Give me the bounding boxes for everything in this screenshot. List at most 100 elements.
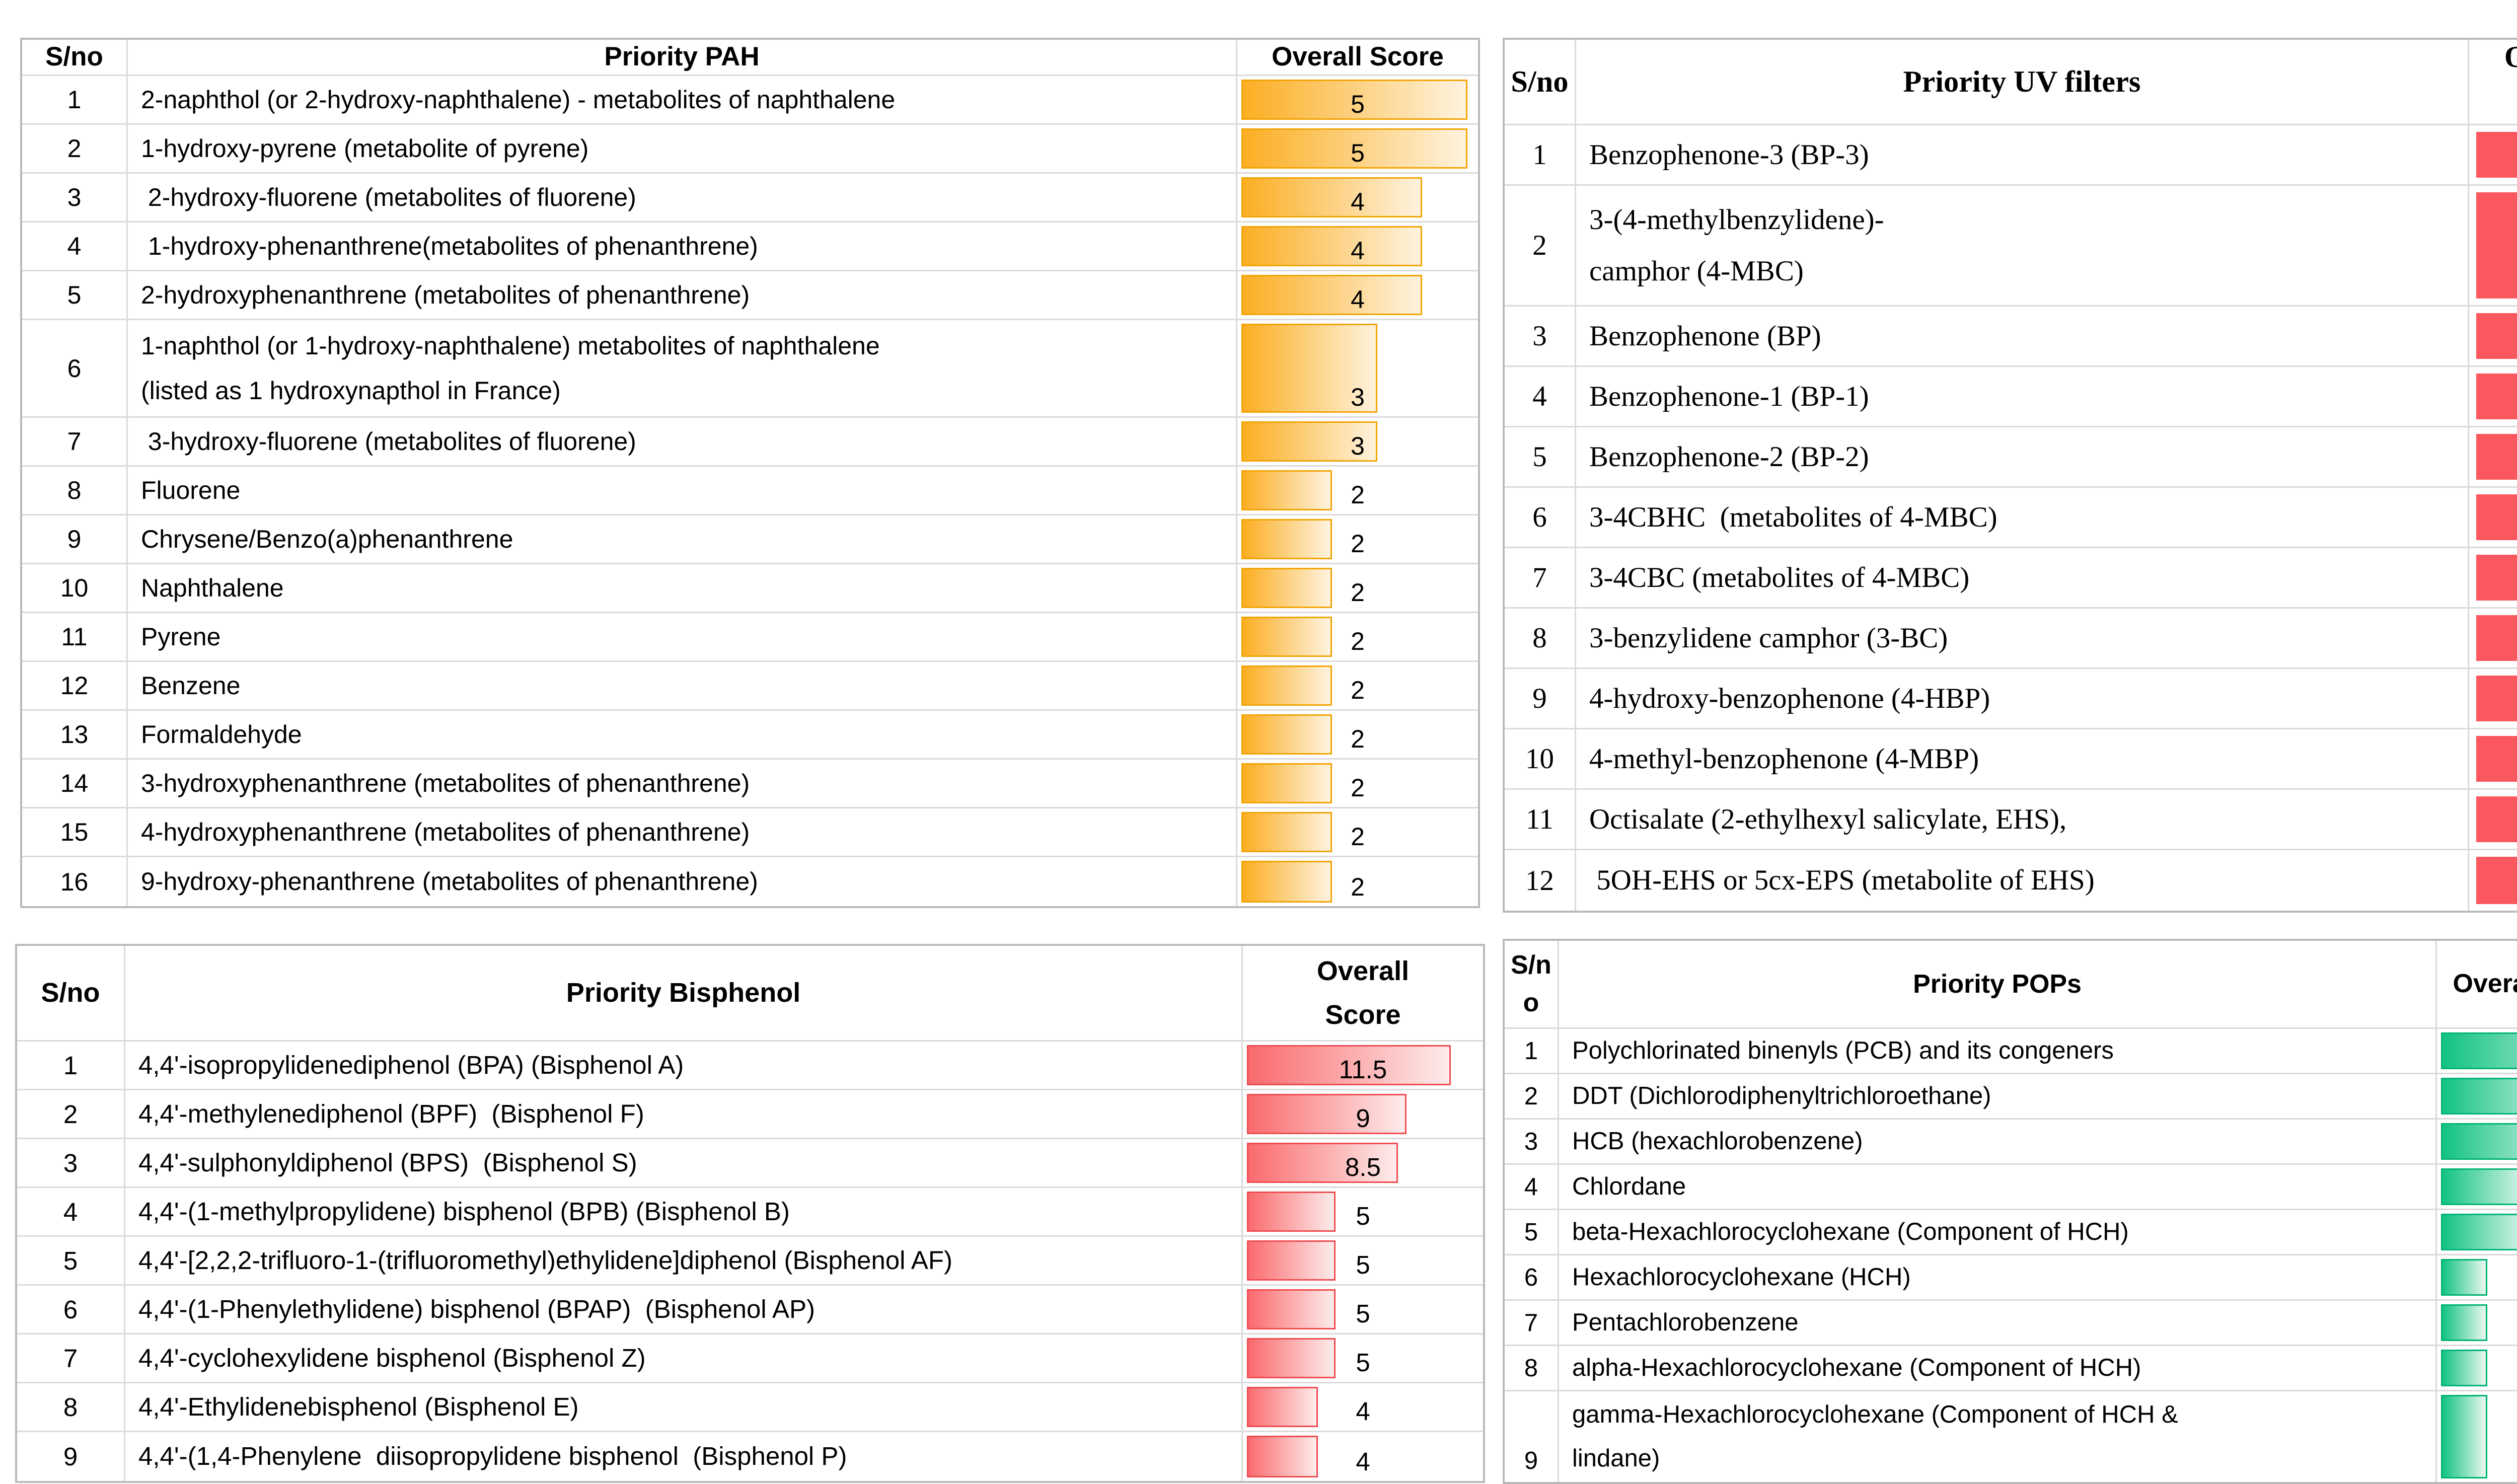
- row-serial-number: 11: [22, 613, 128, 660]
- score-bar: [2476, 313, 2517, 359]
- score-bar: [1241, 617, 1332, 657]
- substance-name: 4,4'-(1-Phenylethylidene) bisphenol (BPA…: [125, 1286, 1243, 1333]
- table-row: 16 9-hydroxy-phenanthrene (metabolites of…: [22, 857, 1478, 906]
- row-serial-number: 3: [1505, 1120, 1559, 1163]
- score-cell: 9: [1243, 1090, 1483, 1138]
- table-row: 1 Polychlorinated binenyls (PCB) and its …: [1505, 1029, 2517, 1074]
- score-cell: 4: [2437, 1029, 2517, 1073]
- score-value: 3: [2437, 1131, 2517, 1159]
- table-row: 12 5OH-EHS or 5cx-EPS (metabolite of EHS…: [1505, 850, 2517, 911]
- score-value: 1: [2469, 566, 2517, 599]
- score-bar: [2441, 1078, 2517, 1115]
- score-cell: 5: [1243, 1334, 1483, 1382]
- score-value: 1: [2437, 1312, 2517, 1340]
- score-bar: [2476, 676, 2517, 721]
- score-bar: [2476, 615, 2517, 661]
- table-row: 3 4,4'-sulphonyldiphenol (BPS) (Bisphenol…: [17, 1139, 1483, 1188]
- score-bar: [1247, 1143, 1398, 1183]
- row-serial-number: 3: [1505, 307, 1576, 365]
- substance-name: Hexachlorocyclohexane (HCH): [1559, 1255, 2437, 1299]
- score-cell: 1: [2469, 427, 2517, 486]
- score-value: 1: [2437, 1357, 2517, 1385]
- score-value: 4: [1351, 188, 1365, 216]
- row-serial-number: 7: [1505, 1301, 1559, 1345]
- score-value: 1: [2469, 506, 2517, 539]
- substance-name: 4-hydroxy-benzophenone (4-HBP): [1576, 669, 2469, 728]
- score-cell: 3: [2437, 1120, 2517, 1163]
- score-value: 1: [2469, 446, 2517, 478]
- substance-name: 4-methyl-benzophenone (4-MBP): [1576, 729, 2469, 788]
- score-cell: 5: [1243, 1286, 1483, 1333]
- substance-name: Chlordane: [1559, 1165, 2437, 1209]
- table-row: 63-4CBHC (metabolites of 4-MBC)1: [1505, 488, 2517, 548]
- score-bar: [1247, 1192, 1336, 1232]
- priority-pah-table: S/no Priority PAH Overall Score 1 2-naphthol…: [20, 38, 1480, 908]
- substance-name: 4,4'-cyclohexylidene bisphenol (Bispheno…: [125, 1334, 1243, 1382]
- score-value: 2: [1351, 774, 1365, 802]
- score-value: 4: [1356, 1447, 1370, 1476]
- row-serial-number: 9: [1505, 669, 1576, 728]
- table-row: 6 4,4'-(1-Phenylethylidene) bisphenol (BP…: [17, 1286, 1483, 1334]
- row-serial-number: 1: [1505, 1029, 1559, 1073]
- score-bar: [2476, 132, 2517, 178]
- substance-name: 1-hydroxy-pyrene (metabolite of pyrene): [128, 125, 1237, 172]
- score-cell: 4: [1243, 1383, 1483, 1431]
- score-cell: 1: [2469, 850, 2517, 911]
- score-cell: 2: [1237, 662, 1478, 709]
- substance-name: Polychlorinated binenyls (PCB) and its c…: [1559, 1029, 2437, 1073]
- score-cell: 5: [1243, 1237, 1483, 1284]
- score-value: 2.5: [2469, 143, 2517, 176]
- score-value: 8.5: [1345, 1153, 1381, 1181]
- table-row: 10 Naphthalene 2: [22, 564, 1478, 613]
- score-cell: 2: [2437, 1210, 2517, 1254]
- row-serial-number: 8: [22, 467, 128, 514]
- score-bar: [1247, 1094, 1407, 1134]
- column-header-title: Priority Bisphenol: [125, 946, 1243, 1040]
- substance-name: Benzophenone (BP): [1576, 307, 2469, 365]
- table-row: 3 2-hydroxy-fluorene (metabolites of flu…: [22, 174, 1478, 222]
- substance-name: Chrysene/Benzo(a)phenanthrene: [128, 515, 1237, 563]
- score-bar: [2476, 736, 2517, 782]
- row-serial-number: 5: [1505, 1210, 1559, 1254]
- substance-name: 2-hydroxyphenanthrene (metabolites of ph…: [128, 271, 1237, 319]
- table-row: 7 4,4'-cyclohexylidene bisphenol (Bisphen…: [17, 1334, 1483, 1383]
- row-serial-number: 12: [22, 662, 128, 709]
- row-serial-number: 5: [1505, 427, 1576, 486]
- score-value: 2: [2469, 264, 2517, 297]
- row-serial-number: 4: [17, 1188, 125, 1235]
- score-cell: 1: [2437, 1346, 2517, 1390]
- substance-name: 4,4'-sulphonyldiphenol (BPS) (Bisphenol …: [125, 1139, 1243, 1186]
- substance-name: 4,4'-isopropylidenediphenol (BPA) (Bisph…: [125, 1042, 1243, 1089]
- column-header-title: Priority PAH: [128, 40, 1237, 75]
- score-bar: [1241, 568, 1332, 608]
- table-row: 1 4,4'-isopropylidenediphenol (BPA) (Bisp…: [17, 1042, 1483, 1090]
- score-value: 2: [2437, 1176, 2517, 1204]
- table-row: 8 4,4'-Ethylidenebisphenol (Bisphenol E) 4: [17, 1383, 1483, 1432]
- score-bar: [1247, 1289, 1336, 1329]
- substance-name: 3-4CBC (metabolites of 4-MBC): [1576, 548, 2469, 607]
- substance-name: 1-naphthol (or 1-hydroxy-naphthalene) me…: [128, 320, 1237, 416]
- substance-name: Benzophenone-3 (BP-3): [1576, 125, 2469, 184]
- score-value: 1: [2469, 808, 2517, 841]
- substance-name: DDT (Dichlorodiphenyltrichloroethane): [1559, 1074, 2437, 1118]
- score-value: 2: [1351, 530, 1365, 558]
- score-cell: 1: [2469, 609, 2517, 667]
- score-value: 2: [1351, 823, 1365, 851]
- score-bar: [1241, 714, 1332, 755]
- score-cell: 1: [2469, 790, 2517, 849]
- substance-name: Benzophenone-1 (BP-1): [1576, 367, 2469, 426]
- score-value: 5: [1356, 1250, 1370, 1279]
- substance-name: beta-Hexachlorocyclohexane (Component of…: [1559, 1210, 2437, 1254]
- row-serial-number: 16: [22, 857, 128, 906]
- substance-name: gamma-Hexachlorocyclohexane (Component o…: [1559, 1391, 2437, 1482]
- table-row: 14 3-hydroxyphenanthrene (metabolites of …: [22, 760, 1478, 808]
- column-header-sno: S/no: [1505, 40, 1576, 124]
- row-serial-number: 1: [17, 1042, 125, 1089]
- table-row: 4Chlordane2: [1505, 1165, 2517, 1210]
- row-serial-number: 2: [1505, 186, 1576, 305]
- table-row: 4 1-hydroxy-phenanthrene(metabolites of …: [22, 222, 1478, 271]
